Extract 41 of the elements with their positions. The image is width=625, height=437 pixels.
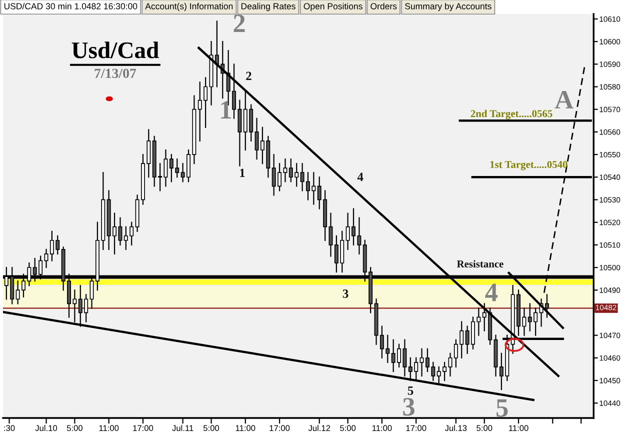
text: Open Positions — [304, 2, 362, 12]
x-tick-label: 11:00 — [236, 425, 256, 432]
candlestick — [328, 212, 333, 257]
annotation: 4 — [357, 172, 364, 182]
x-tick-label: 5:00 — [203, 425, 220, 432]
annotation: A — [554, 90, 574, 108]
x-tick-label: 5:00 — [66, 425, 82, 432]
annotation: 1 — [221, 101, 231, 119]
x-tick-label: 17:00 — [133, 425, 154, 432]
text: Account(s) Information — [145, 2, 233, 12]
x-tick-label: 17:00 — [406, 425, 426, 432]
x-tick-label: 11:00 — [99, 425, 119, 432]
annotation: 2 — [234, 14, 245, 32]
annotation: 3 — [403, 398, 414, 416]
x-tick-label: 5:00 — [476, 425, 492, 432]
candlestick — [448, 352, 452, 377]
annotation: 5 — [408, 386, 414, 395]
x-tick-label: 5:00 — [340, 425, 356, 432]
annotation: 2 — [246, 72, 252, 80]
annotation: Resistance — [456, 260, 504, 268]
annotation: 4 — [485, 284, 498, 302]
x-tick-label: Jul.13 — [444, 424, 467, 432]
text: Orders — [370, 2, 397, 10]
x-tick-label: Jul.11 — [172, 424, 194, 432]
annotation: 2nd Target.....0565 — [470, 110, 552, 120]
text: 7/13/07 — [94, 68, 136, 78]
text: Dealing Rates — [241, 2, 296, 12]
text: Summary by Accounts — [405, 2, 492, 12]
x-tick-label: Jul.12 — [308, 424, 330, 432]
x-tick-label: Jul.10 — [35, 424, 58, 432]
annotation: 3 — [342, 289, 348, 298]
text: USD/CAD 30 min 1.0482 16:30:00 — [4, 2, 138, 10]
annotation: 1st Target.....0540 — [490, 160, 568, 170]
annotation: 1 — [240, 168, 245, 177]
x-tick-label: :30 — [4, 425, 15, 432]
candlestick — [164, 149, 168, 187]
x-tick-label: 11:00 — [372, 425, 392, 432]
x-tick-label: 17:00 — [270, 425, 290, 432]
x-tick-label: 11:00 — [509, 425, 528, 432]
annotation: 5 — [496, 399, 508, 417]
text: Usd/Cad — [72, 42, 159, 58]
